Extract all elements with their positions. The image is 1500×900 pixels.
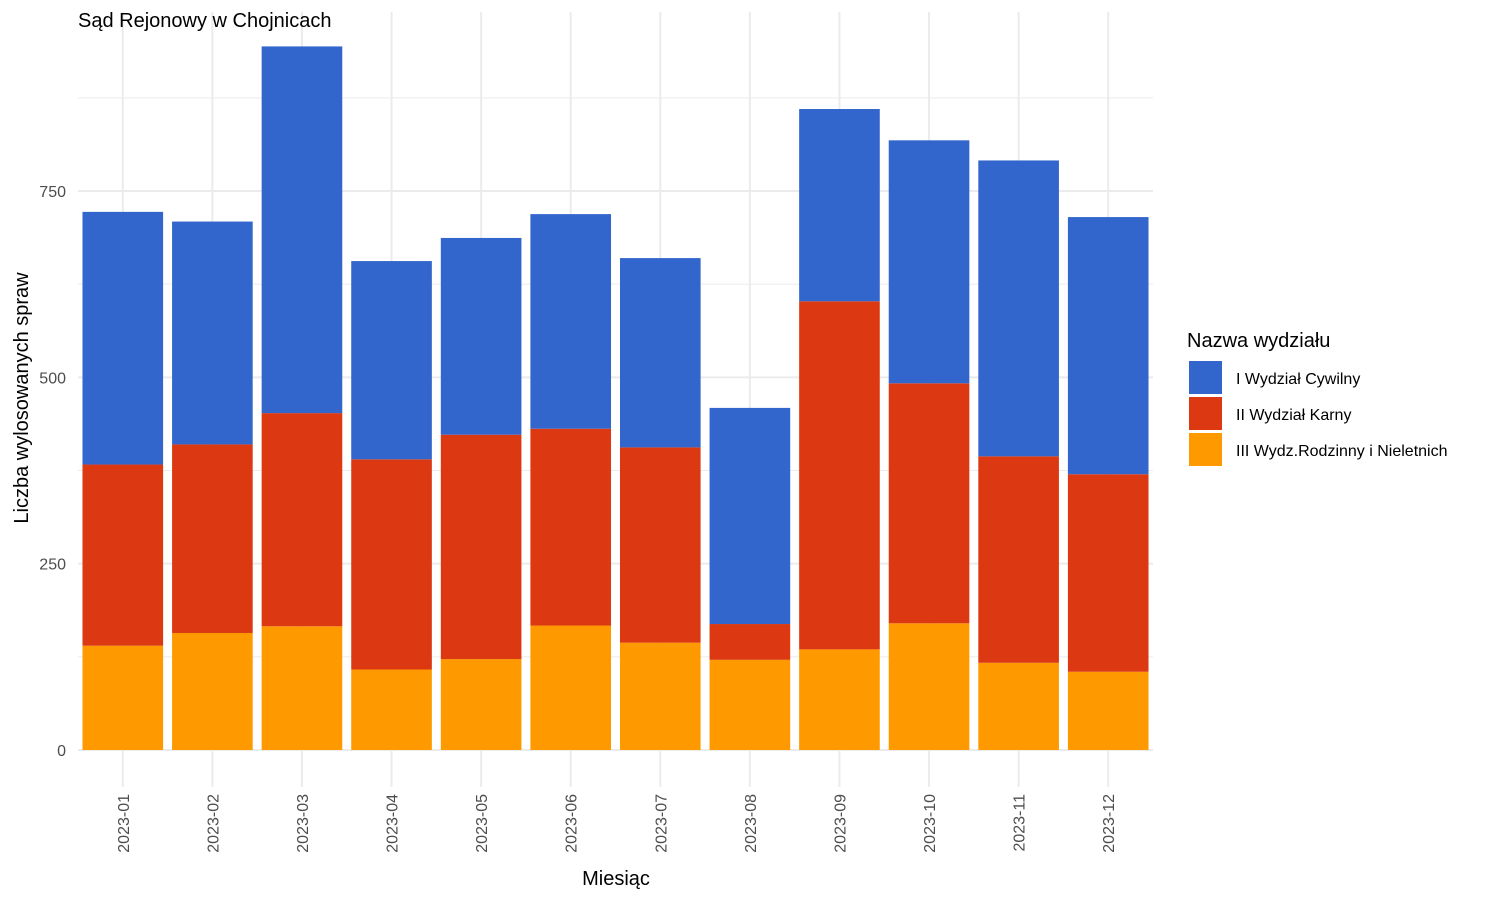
bar-segment bbox=[978, 456, 1059, 663]
y-tick-label: 750 bbox=[39, 184, 66, 201]
bar-segment bbox=[351, 459, 432, 670]
bar-segment bbox=[261, 626, 343, 750]
legend-label: II Wydział Karny bbox=[1236, 407, 1351, 424]
x-tick-label: 2023-08 bbox=[743, 794, 760, 853]
bar-segment bbox=[351, 669, 432, 750]
bar-segment bbox=[440, 434, 522, 660]
bar-segment bbox=[530, 214, 612, 429]
legend-label: I Wydział Cywilny bbox=[1236, 371, 1360, 388]
bar-segment bbox=[82, 645, 164, 750]
bar-segment bbox=[172, 444, 253, 633]
bar-segment bbox=[351, 261, 432, 460]
bar-segment bbox=[530, 428, 612, 626]
axes: 0 250 500 750 2023-01 2023-02 2023-03 2023-04 20… bbox=[39, 184, 1118, 853]
x-tick-label: 2023-02 bbox=[205, 794, 222, 853]
x-tick-label: 2023-11 bbox=[1012, 794, 1029, 852]
bar-segment bbox=[82, 211, 164, 465]
bar-segment bbox=[1067, 671, 1149, 750]
x-tick-label: 2023-12 bbox=[1101, 794, 1118, 853]
x-tick-label: 2023-07 bbox=[653, 794, 670, 853]
bar-segment bbox=[619, 642, 701, 750]
x-tick-label: 2023-05 bbox=[474, 794, 491, 853]
x-tick-label: 2023-03 bbox=[295, 794, 312, 853]
bar-segment bbox=[1067, 217, 1149, 475]
bar-segment bbox=[1067, 474, 1149, 672]
bar-segment bbox=[172, 221, 253, 445]
y-tick-label: 0 bbox=[57, 743, 66, 760]
chart-title: Sąd Rejonowy w Chojnicach bbox=[78, 10, 331, 32]
bar-segment bbox=[888, 623, 970, 750]
bar-segment bbox=[261, 46, 343, 414]
y-tick-label: 500 bbox=[39, 370, 66, 387]
x-tick-label: 2023-10 bbox=[922, 794, 939, 853]
bar-segment bbox=[709, 407, 791, 625]
bar-segment bbox=[530, 625, 612, 750]
bar-segment bbox=[172, 632, 253, 750]
x-tick-label: 2023-04 bbox=[385, 794, 402, 853]
bar-segment bbox=[82, 464, 164, 646]
bar-segment bbox=[440, 659, 522, 750]
legend: Nazwa wydziału I Wydział Cywilny II Wydzi… bbox=[1187, 330, 1448, 466]
legend-swatch bbox=[1189, 361, 1222, 394]
bar-segment bbox=[799, 649, 880, 750]
x-axis-title: Miesiąc bbox=[582, 868, 650, 890]
y-tick-label: 250 bbox=[39, 557, 66, 574]
bar-segment bbox=[799, 301, 880, 650]
bar-segment bbox=[619, 258, 701, 448]
legend-swatch bbox=[1189, 397, 1222, 430]
bar-segment bbox=[978, 160, 1059, 457]
legend-swatch bbox=[1189, 433, 1222, 466]
bar-segment bbox=[888, 383, 970, 624]
legend-label: III Wydz.Rodzinny i Nieletnich bbox=[1236, 443, 1448, 460]
bar-segment bbox=[261, 413, 343, 627]
bar-segment bbox=[799, 109, 880, 302]
x-tick-label: 2023-09 bbox=[832, 794, 849, 853]
bar-segment bbox=[709, 624, 791, 660]
y-axis-title: Liczba wylosowanych spraw bbox=[11, 272, 33, 524]
bar-segment bbox=[888, 140, 970, 384]
x-tick-label: 2023-06 bbox=[564, 794, 581, 853]
bar-segment bbox=[440, 237, 522, 435]
x-tick-label: 2023-01 bbox=[116, 794, 133, 853]
bar-segment bbox=[619, 447, 701, 643]
legend-title: Nazwa wydziału bbox=[1187, 330, 1330, 352]
bar-segment bbox=[978, 662, 1059, 750]
bars bbox=[82, 46, 1149, 750]
bar-segment bbox=[709, 659, 791, 750]
